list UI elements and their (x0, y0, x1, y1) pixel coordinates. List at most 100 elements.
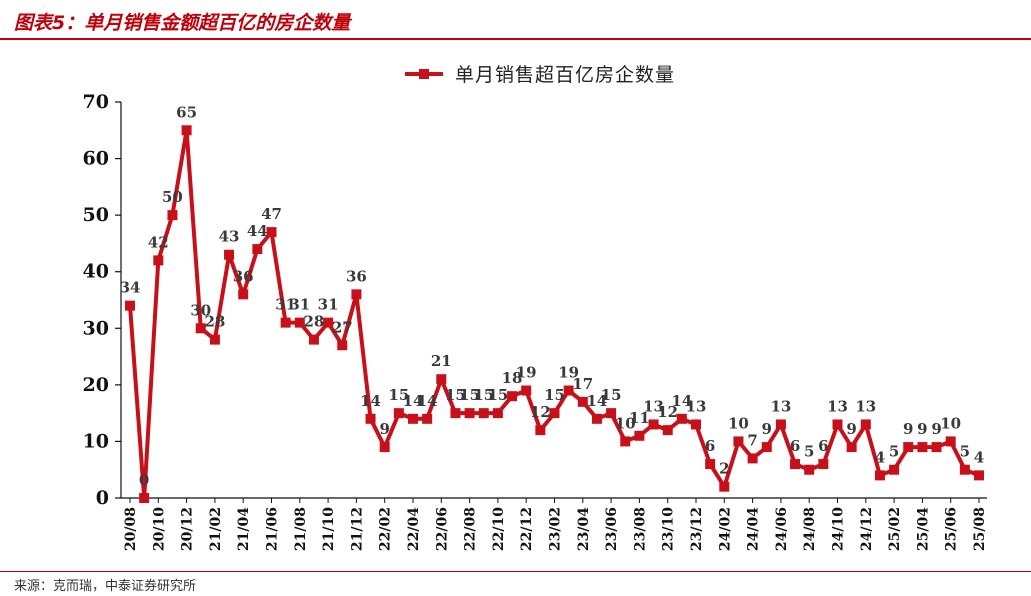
data-point-marker (563, 385, 574, 396)
data-point-marker (535, 425, 546, 436)
data-label: 9 (846, 420, 856, 438)
data-label: 36 (233, 267, 254, 285)
x-tick-label: 24/08 (802, 507, 818, 551)
data-label: 14 (417, 392, 438, 410)
data-point-marker (959, 464, 970, 475)
data-point-marker (195, 323, 206, 334)
data-label: 15 (459, 386, 480, 404)
data-label: 13 (855, 397, 876, 415)
x-tick-label: 22/02 (378, 507, 394, 551)
x-tick-label: 21/04 (236, 507, 252, 551)
data-label: 7 (747, 431, 757, 449)
legend-marker-swatch (419, 69, 429, 79)
data-label: 4 (875, 448, 885, 466)
data-label: 44 (247, 222, 268, 240)
data-point-marker (804, 464, 815, 475)
header-rule (0, 38, 1031, 40)
data-point-marker (224, 249, 235, 260)
data-point-marker (266, 227, 277, 238)
y-tick-label: 20 (83, 374, 109, 396)
data-labels: 3404250653028433644473131283127361491514… (120, 103, 985, 489)
data-point-marker (874, 470, 885, 481)
data-label: 12 (657, 403, 678, 421)
data-point-marker (775, 419, 786, 430)
data-label: 42 (148, 233, 169, 251)
data-point-marker (139, 493, 150, 503)
data-point-marker (974, 470, 984, 481)
data-label: 15 (473, 386, 494, 404)
data-label: 11 (629, 409, 650, 427)
x-tick-label: 24/12 (859, 507, 875, 551)
data-point-marker (507, 391, 518, 402)
x-tick-label: 22/08 (463, 507, 479, 551)
data-label: 9 (931, 420, 941, 438)
data-point-marker (252, 244, 263, 255)
x-tick-label: 23/10 (661, 507, 677, 551)
data-point-marker (308, 334, 319, 345)
data-label: 15 (445, 386, 466, 404)
data-label: 9 (762, 420, 772, 438)
x-tick-label: 21/08 (293, 507, 309, 551)
data-point-marker (577, 396, 588, 407)
data-label: 15 (544, 386, 565, 404)
data-label: 0 (139, 471, 149, 489)
data-point-marker (209, 334, 220, 345)
x-tick-label: 20/08 (123, 507, 139, 551)
data-point-marker (691, 419, 701, 430)
data-label: 6 (818, 437, 828, 455)
data-point-marker (832, 419, 843, 430)
data-label: 31 (275, 296, 296, 314)
data-label: 14 (403, 392, 424, 410)
data-label: 13 (770, 397, 791, 415)
data-point-marker (705, 459, 716, 470)
data-label: 6 (705, 437, 715, 455)
x-tick-label: 23/12 (689, 507, 705, 551)
data-point-marker (719, 481, 730, 492)
x-tick-label: 21/12 (349, 507, 365, 551)
data-label: 28 (304, 313, 325, 331)
data-label: 15 (487, 386, 508, 404)
data-point-marker (422, 413, 433, 424)
data-point-marker (337, 340, 348, 351)
y-tick-label: 70 (83, 91, 109, 113)
y-tick-label: 0 (96, 487, 109, 509)
data-label: 5 (960, 443, 970, 461)
data-label: 30 (190, 301, 211, 319)
x-tick-label: 20/10 (151, 507, 167, 551)
data-label: 47 (261, 205, 282, 223)
data-point-marker (860, 419, 871, 430)
data-point-marker (464, 408, 475, 419)
y-tick-label: 60 (83, 148, 109, 170)
data-point-marker (733, 436, 744, 447)
data-label: 12 (530, 403, 551, 421)
data-label: 9 (379, 420, 389, 438)
x-tick-label: 23/02 (548, 507, 564, 551)
data-point-marker (351, 289, 362, 300)
data-point-marker (181, 125, 192, 136)
data-label: 43 (219, 228, 240, 246)
data-point-marker (634, 430, 645, 441)
data-point-marker (492, 408, 503, 419)
data-label: 19 (516, 364, 537, 382)
y-tick-label: 40 (83, 261, 109, 283)
data-point-marker (662, 425, 673, 436)
x-tick-label: 23/04 (576, 507, 592, 551)
data-point-marker (818, 459, 829, 470)
data-point-marker (294, 317, 305, 328)
data-label: 9 (917, 420, 927, 438)
data-point-marker (931, 442, 942, 453)
data-point-marker (125, 300, 135, 311)
y-axis-ticks: 0 10 20 30 40 50 60 70 (83, 91, 121, 509)
data-label: 14 (360, 392, 381, 410)
data-point-marker (549, 408, 560, 419)
data-label: 65 (176, 103, 197, 121)
data-point-marker (478, 408, 489, 419)
data-label: 15 (601, 386, 622, 404)
data-label: 14 (671, 392, 692, 410)
data-label: 13 (686, 397, 707, 415)
data-label: 27 (332, 318, 353, 336)
data-label: 2 (719, 460, 729, 478)
legend: 单月销售超百亿房企数量 (405, 64, 674, 86)
x-tick-label: 25/02 (887, 507, 903, 551)
footer-rule (0, 571, 1031, 572)
